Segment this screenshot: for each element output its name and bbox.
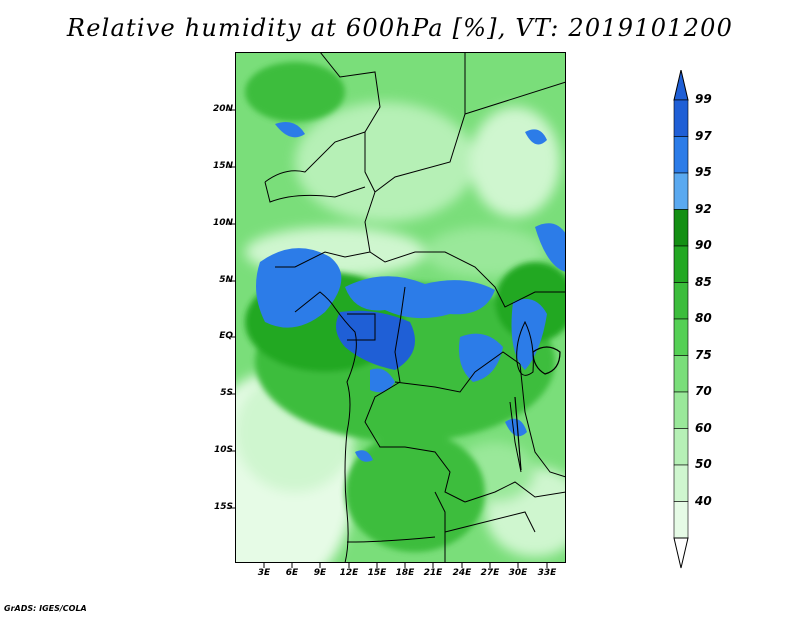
- lat-label: 15S: [213, 502, 233, 512]
- lon-label: 33E: [537, 568, 557, 578]
- colorbar-segment: [673, 136, 689, 174]
- map-border: [235, 52, 566, 563]
- colorbar-label: 92: [695, 201, 712, 216]
- colorbar-top-extension: [673, 70, 689, 101]
- lon-label: 21E: [423, 568, 443, 578]
- colorbar-segment: [673, 318, 689, 356]
- colorbar-label: 97: [695, 128, 712, 143]
- lat-label: 15N: [212, 161, 233, 171]
- colorbar-label: 75: [695, 347, 712, 362]
- lon-label: 15E: [367, 568, 387, 578]
- saturated-regions: [256, 121, 566, 462]
- lat-label: 10S: [213, 445, 233, 455]
- colorbar-segment: [673, 501, 689, 539]
- latitude-ticks: [228, 109, 235, 509]
- lon-label: 3E: [257, 568, 271, 578]
- humidity-map: [235, 52, 566, 563]
- colorbar-segment: [673, 391, 689, 429]
- colorbar-label: 95: [695, 165, 712, 179]
- colorbar-label: 70: [695, 384, 712, 398]
- colorbar-segment: [673, 245, 689, 283]
- colorbar-segment: [673, 209, 689, 247]
- lat-label: 10N: [212, 218, 233, 228]
- longitude-ticks: [263, 562, 548, 568]
- colorbar-label: 85: [695, 274, 712, 289]
- chart-title: Relative humidity at 600hPa [%], VT: 201…: [66, 14, 734, 42]
- colorbar-label: 90: [695, 238, 712, 252]
- lon-label: 12E: [339, 568, 359, 578]
- colorbar-segment: [673, 428, 689, 466]
- lat-label: 20N: [212, 104, 233, 114]
- lat-label: 5S: [220, 388, 233, 398]
- lat-label: EQ: [219, 331, 233, 341]
- colorbar-label: 80: [695, 311, 712, 325]
- country-borders: [264, 52, 566, 563]
- colorbar-segment: [673, 355, 689, 393]
- colorbar-label: 99: [695, 92, 712, 106]
- credit-text: GrADS: IGES/COLA: [4, 604, 87, 613]
- colorbar-label: 60: [695, 420, 712, 435]
- lon-label: 27E: [480, 568, 500, 578]
- colorbar-segment: [673, 99, 689, 137]
- lon-label: 24E: [452, 568, 472, 578]
- colorbar: [673, 70, 689, 569]
- lon-label: 18E: [395, 568, 415, 578]
- lat-label: 5N: [219, 275, 233, 285]
- lon-label: 9E: [313, 568, 327, 578]
- colorbar-segment: [673, 172, 689, 210]
- colorbar-label: 50: [695, 457, 712, 471]
- colorbar-label: 40: [695, 493, 712, 508]
- lon-label: 30E: [508, 568, 528, 578]
- colorbar-segment: [673, 282, 689, 320]
- colorbar-bottom-extension: [673, 537, 689, 569]
- colorbar-segment: [673, 464, 689, 502]
- lakes: [514, 346, 561, 471]
- lon-label: 6E: [285, 568, 299, 578]
